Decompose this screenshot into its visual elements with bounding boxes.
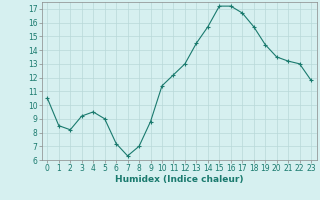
X-axis label: Humidex (Indice chaleur): Humidex (Indice chaleur) (115, 175, 244, 184)
